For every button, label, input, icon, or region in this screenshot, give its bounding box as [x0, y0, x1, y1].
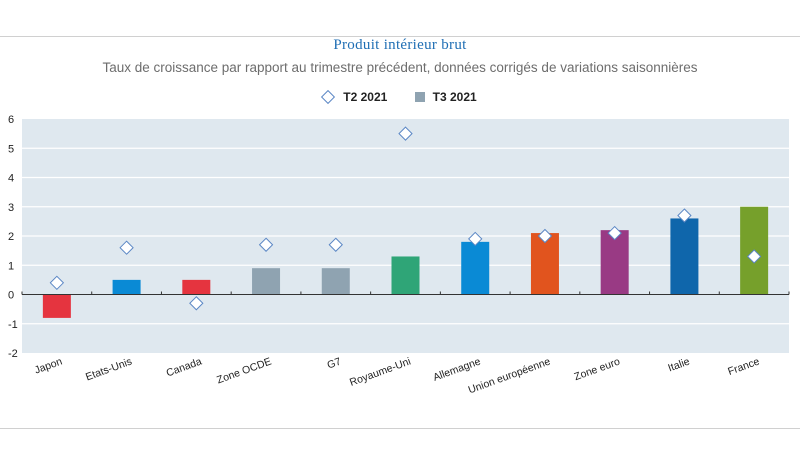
marker-t2-france[interactable] [746, 249, 762, 264]
chart-subtitle: Taux de croissance par rapport au trimes… [102, 60, 698, 75]
marker-t2-japon[interactable] [49, 275, 65, 291]
x-category-label: France [726, 355, 761, 378]
y-tick-label: -1 [8, 319, 18, 331]
marker-t2-allemagne[interactable] [468, 231, 483, 247]
bar-royaume-uni[interactable] [391, 256, 420, 295]
y-tick-label: 1 [8, 260, 14, 272]
bar-allemagne[interactable] [461, 241, 490, 295]
marker-t2-union-europ-enne[interactable] [537, 228, 553, 244]
bar-etats-unis[interactable] [112, 279, 141, 295]
square-icon [414, 92, 425, 102]
y-tick-label: 0 [8, 290, 14, 302]
marker-t2-zone-ocde[interactable] [258, 237, 274, 252]
bar-canada[interactable] [182, 279, 211, 295]
y-tick-label: 5 [8, 143, 14, 155]
marker-t2-canada[interactable] [189, 296, 204, 311]
marker-t2-etats-unis[interactable] [119, 240, 134, 255]
x-category-label: Zone OCDE [215, 356, 273, 387]
x-category-label: Italie [666, 355, 691, 374]
bar-union-europ-enne[interactable] [530, 233, 559, 295]
marker-t2-royaume-uni[interactable] [398, 126, 413, 141]
bar-zone-euro[interactable] [600, 230, 629, 295]
chart-title: Produit intérieur brut [333, 37, 467, 53]
legend: T2 2021 T3 2021 [0, 89, 800, 105]
y-tick-label: 3 [8, 202, 14, 214]
x-category-label: Royaume-Uni [348, 356, 412, 389]
bottom-divider [0, 428, 800, 429]
legend-item-t2[interactable]: T2 2021 [321, 89, 388, 105]
x-category-label: Zone euro [573, 355, 622, 383]
marker-t2-zone-euro[interactable] [607, 225, 622, 241]
x-category-label: Japon [33, 355, 64, 376]
y-tick-label: -2 [8, 348, 18, 360]
bar-zone-ocde[interactable] [252, 268, 281, 295]
legend-label-t2: T2 2021 [343, 90, 388, 104]
y-tick-label: 6 [8, 114, 14, 126]
legend-label-t3: T3 2021 [432, 90, 477, 104]
bar-italie[interactable] [670, 218, 699, 295]
x-category-label: G7 [326, 355, 343, 371]
bar-japon[interactable] [42, 294, 71, 318]
bar-g7[interactable] [321, 268, 350, 295]
x-category-label: Canada [165, 355, 204, 379]
marker-t2-g7[interactable] [328, 237, 343, 252]
y-tick-label: 4 [8, 173, 14, 185]
x-category-label: Allemagne [432, 355, 483, 383]
legend-item-t3[interactable]: T3 2021 [414, 90, 477, 104]
top-divider [0, 36, 800, 37]
y-tick-label: 2 [8, 231, 14, 243]
marker-t2-italie[interactable] [677, 208, 692, 223]
x-category-label: Etats-Unis [84, 356, 134, 384]
